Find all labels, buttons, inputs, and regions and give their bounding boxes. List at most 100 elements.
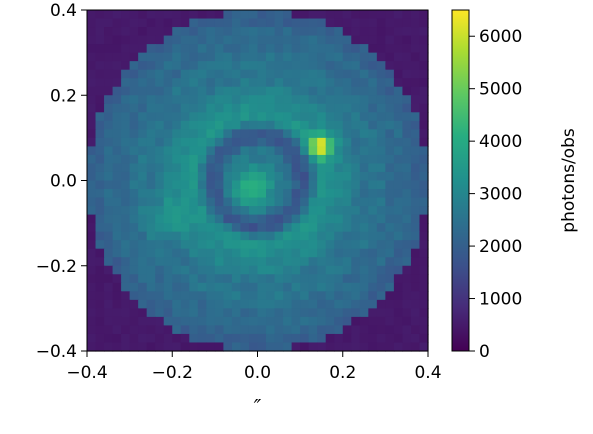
heatmap-cell — [411, 189, 420, 198]
heatmap-cell — [121, 138, 130, 147]
heatmap-cell — [249, 172, 258, 181]
heatmap-cell — [283, 189, 292, 198]
heatmap-cell — [147, 283, 156, 292]
heatmap-cell — [121, 215, 130, 224]
heatmap-cell — [138, 232, 147, 241]
heatmap-cell — [138, 291, 147, 300]
heatmap-cell — [181, 274, 190, 283]
heatmap-cell — [206, 87, 215, 96]
heatmap-cell — [121, 300, 130, 309]
heatmap-cell — [206, 95, 215, 104]
heatmap-cell — [385, 155, 394, 164]
heatmap-cell — [223, 291, 232, 300]
heatmap-cell — [394, 19, 403, 28]
heatmap-cell — [96, 266, 105, 275]
heatmap-cell — [266, 129, 275, 138]
heatmap-cell — [385, 87, 394, 96]
heatmap-cell — [121, 257, 130, 266]
heatmap-cell — [96, 300, 105, 309]
heatmap-cell — [351, 249, 360, 258]
heatmap-cell — [223, 121, 232, 130]
heatmap-cell — [172, 36, 181, 45]
heatmap-cell — [138, 257, 147, 266]
heatmap-cell — [377, 27, 386, 36]
heatmap-cell — [121, 181, 130, 190]
heatmap-cell — [172, 249, 181, 258]
heatmap-cell — [266, 257, 275, 266]
heatmap-cell — [164, 138, 173, 147]
heatmap-cell — [215, 78, 224, 87]
heatmap-cell — [309, 257, 318, 266]
heatmap-cell — [172, 27, 181, 36]
heatmap-cell — [334, 155, 343, 164]
heatmap-cell — [326, 215, 335, 224]
heatmap-cell — [411, 61, 420, 70]
heatmap-cell — [104, 308, 113, 317]
heatmap-cell — [206, 206, 215, 215]
heatmap-cell — [96, 53, 105, 62]
heatmap-cell — [419, 138, 428, 147]
heatmap-cell — [96, 189, 105, 198]
heatmap-cell — [164, 334, 173, 343]
heatmap-cell — [172, 172, 181, 181]
heatmap-cell — [223, 19, 232, 28]
heatmap-cell — [402, 27, 411, 36]
heatmap-cell — [343, 325, 352, 334]
heatmap-cell — [402, 266, 411, 275]
heatmap-cell — [317, 95, 326, 104]
heatmap-cell — [138, 27, 147, 36]
heatmap-cell — [172, 10, 181, 19]
heatmap-cell — [198, 291, 207, 300]
heatmap-cell — [240, 146, 249, 155]
heatmap-cell — [266, 283, 275, 292]
heatmap-cell — [309, 317, 318, 326]
heatmap-cell — [164, 342, 173, 351]
heatmap-cell — [343, 61, 352, 70]
heatmap-cell — [189, 87, 198, 96]
heatmap-cell — [249, 95, 258, 104]
heatmap-cell — [155, 274, 164, 283]
heatmap-cell — [104, 36, 113, 45]
heatmap-cell — [147, 138, 156, 147]
heatmap-cell — [385, 19, 394, 28]
heatmap-cell — [300, 36, 309, 45]
heatmap-cell — [113, 249, 122, 258]
heatmap-cell — [266, 10, 275, 19]
heatmap-cell — [326, 112, 335, 121]
heatmap-cell — [275, 138, 284, 147]
heatmap-cell — [232, 274, 241, 283]
heatmap-cell — [206, 283, 215, 292]
heatmap-cell — [334, 317, 343, 326]
heatmap-cell — [155, 155, 164, 164]
heatmap-cell — [104, 53, 113, 62]
heatmap-cell — [223, 112, 232, 121]
heatmap-cell — [300, 70, 309, 79]
heatmap-cell — [249, 249, 258, 258]
heatmap-cell — [402, 274, 411, 283]
heatmap-cell — [275, 112, 284, 121]
heatmap-cell — [402, 342, 411, 351]
heatmap-cell — [96, 112, 105, 121]
heatmap-cell — [351, 163, 360, 172]
heatmap-cell — [394, 291, 403, 300]
heatmap-cell — [292, 19, 301, 28]
heatmap-cell — [155, 163, 164, 172]
heatmap-cell — [317, 104, 326, 113]
heatmap-cell — [334, 172, 343, 181]
heatmap-cell — [326, 206, 335, 215]
heatmap-cell — [198, 112, 207, 121]
heatmap-cell — [360, 155, 369, 164]
heatmap-cell — [147, 334, 156, 343]
heatmap-cell — [172, 189, 181, 198]
heatmap-cell — [368, 95, 377, 104]
heatmap-cell — [419, 342, 428, 351]
heatmap-cell — [334, 283, 343, 292]
heatmap-cell — [266, 87, 275, 96]
heatmap-cell — [283, 342, 292, 351]
heatmap-cell — [309, 283, 318, 292]
heatmap-cell — [309, 53, 318, 62]
heatmap-cell — [215, 121, 224, 130]
heatmap-cell — [394, 317, 403, 326]
heatmap-cell — [164, 291, 173, 300]
heatmap-cell — [394, 266, 403, 275]
